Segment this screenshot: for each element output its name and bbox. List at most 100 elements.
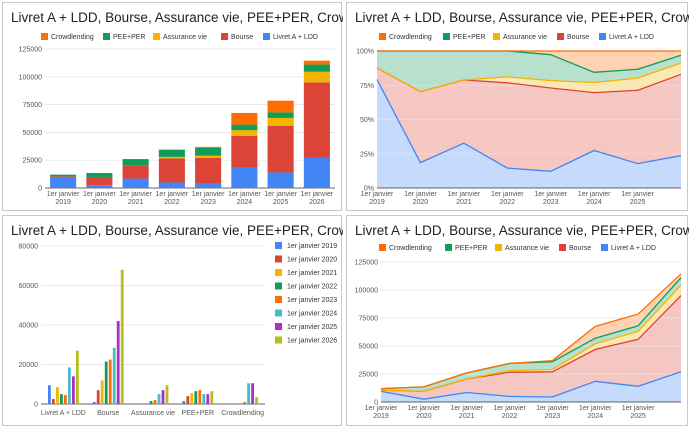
bar[interactable] bbox=[68, 367, 71, 404]
bar[interactable] bbox=[194, 391, 198, 404]
bar[interactable] bbox=[100, 380, 104, 404]
legend-entry[interactable]: Livret A + LDD bbox=[609, 34, 654, 41]
bar-segment[interactable] bbox=[195, 157, 222, 183]
bar[interactable] bbox=[116, 321, 120, 404]
bar-segment[interactable] bbox=[86, 185, 113, 188]
bar[interactable] bbox=[243, 402, 246, 404]
bar-segment[interactable] bbox=[195, 182, 222, 188]
series-line[interactable] bbox=[380, 284, 682, 393]
bar[interactable] bbox=[251, 383, 254, 404]
legend-entry[interactable]: 1er janvier 2020 bbox=[287, 257, 337, 264]
legend-entry[interactable]: 1er janvier 2025 bbox=[287, 324, 337, 331]
bar-segment[interactable] bbox=[303, 71, 330, 83]
legend-entry[interactable]: Assurance vie bbox=[505, 245, 549, 252]
legend-entry[interactable]: 1er janvier 2023 bbox=[287, 297, 337, 304]
bar[interactable] bbox=[72, 376, 75, 404]
bar[interactable] bbox=[202, 394, 206, 404]
series-line[interactable] bbox=[376, 79, 682, 172]
bar-segment[interactable] bbox=[122, 178, 149, 188]
bar[interactable] bbox=[190, 393, 194, 404]
legend-entry[interactable]: Crowdlending bbox=[389, 34, 432, 41]
bar[interactable] bbox=[198, 390, 202, 404]
bar-segment[interactable] bbox=[303, 64, 330, 72]
bar-segment[interactable] bbox=[50, 177, 77, 188]
series-line[interactable] bbox=[380, 371, 682, 400]
bar[interactable] bbox=[96, 390, 100, 404]
grouped-column-chart-panel[interactable]: Livret A + LDD, Bourse, Assurance vie, P… bbox=[2, 215, 343, 426]
bar-segment[interactable] bbox=[195, 147, 222, 156]
series-line[interactable] bbox=[380, 273, 682, 390]
bar[interactable] bbox=[206, 394, 210, 404]
legend-entry[interactable]: PEE+PER bbox=[113, 34, 146, 41]
stacked-column-chart-panel[interactable]: Livret A + LDD, Bourse, Assurance vie, P… bbox=[2, 2, 343, 211]
percent-area-chart-panel[interactable]: Livret A + LDD, Bourse, Assurance vie, P… bbox=[346, 2, 689, 211]
bar[interactable] bbox=[76, 350, 79, 404]
bar-segment[interactable] bbox=[231, 112, 258, 125]
bar-segment[interactable] bbox=[231, 135, 258, 168]
bar-segment[interactable] bbox=[267, 100, 294, 113]
bar-segment[interactable] bbox=[86, 177, 113, 186]
bar-segment[interactable] bbox=[267, 172, 294, 188]
percent-area-chart: Livret A + LDD, Bourse, Assurance vie, P… bbox=[355, 10, 689, 206]
bar[interactable] bbox=[161, 390, 165, 404]
bar[interactable] bbox=[92, 402, 96, 404]
bar[interactable] bbox=[247, 383, 250, 404]
bar-segment[interactable] bbox=[122, 165, 149, 179]
series-line[interactable] bbox=[376, 62, 682, 93]
bar-segment[interactable] bbox=[267, 125, 294, 173]
legend-entry[interactable]: 1er janvier 2026 bbox=[287, 338, 337, 345]
bar[interactable] bbox=[210, 391, 214, 404]
bar-segment[interactable] bbox=[303, 157, 330, 188]
bar-segment[interactable] bbox=[158, 158, 185, 183]
legend-entry[interactable]: 1er janvier 2022 bbox=[287, 284, 337, 291]
bar-segment[interactable] bbox=[122, 159, 149, 166]
bar-segment[interactable] bbox=[303, 82, 330, 158]
legend-entry[interactable]: Assurance vie bbox=[163, 34, 207, 41]
bar[interactable] bbox=[182, 401, 186, 404]
bar[interactable] bbox=[153, 400, 157, 404]
legend-entry[interactable]: Crowdlending bbox=[51, 34, 94, 41]
bar[interactable] bbox=[56, 387, 59, 404]
bar[interactable] bbox=[60, 394, 63, 404]
legend-entry[interactable]: PEE+PER bbox=[453, 34, 486, 41]
y-tick-label: 0% bbox=[364, 186, 374, 193]
legend-entry[interactable]: Assurance vie bbox=[503, 34, 547, 41]
bar-segment[interactable] bbox=[267, 117, 294, 126]
bar[interactable] bbox=[157, 394, 161, 404]
bar-segment[interactable] bbox=[231, 130, 258, 136]
bar-segment[interactable] bbox=[231, 167, 258, 188]
bar[interactable] bbox=[108, 359, 112, 404]
bar[interactable] bbox=[120, 269, 124, 404]
bar-segment[interactable] bbox=[50, 174, 77, 177]
bar[interactable] bbox=[165, 385, 169, 404]
bar-segment[interactable] bbox=[158, 156, 185, 159]
bar-segment[interactable] bbox=[195, 155, 222, 158]
bar-segment[interactable] bbox=[267, 112, 294, 118]
legend-entry[interactable]: 1er janvier 2021 bbox=[287, 270, 337, 277]
legend-entry[interactable]: Livret A + LDD bbox=[611, 245, 656, 252]
bar-segment[interactable] bbox=[158, 182, 185, 188]
legend-entry[interactable]: Bourse bbox=[231, 34, 253, 41]
bar[interactable] bbox=[104, 361, 108, 404]
bar[interactable] bbox=[112, 347, 116, 404]
bar[interactable] bbox=[48, 385, 51, 404]
bar[interactable] bbox=[186, 396, 190, 404]
legend-entry[interactable]: 1er janvier 2019 bbox=[287, 243, 337, 250]
stacked-area-chart-panel[interactable]: Livret A + LDD, Bourse, Assurance vie, P… bbox=[346, 215, 689, 426]
bar[interactable] bbox=[255, 397, 258, 404]
legend-entry[interactable]: Crowdlending bbox=[389, 245, 432, 252]
bar-segment[interactable] bbox=[158, 149, 185, 157]
bar-segment[interactable] bbox=[195, 146, 222, 148]
legend-entry[interactable]: Bourse bbox=[567, 34, 589, 41]
legend-entry[interactable]: Bourse bbox=[569, 245, 591, 252]
bar[interactable] bbox=[64, 395, 67, 404]
legend-entry[interactable]: PEE+PER bbox=[455, 245, 488, 252]
bar[interactable] bbox=[52, 399, 55, 404]
legend-entry[interactable]: 1er janvier 2024 bbox=[287, 311, 337, 318]
bar-segment[interactable] bbox=[303, 60, 330, 65]
bar-segment[interactable] bbox=[86, 172, 113, 178]
legend-entry[interactable]: Livret A + LDD bbox=[273, 34, 318, 41]
bar-segment[interactable] bbox=[231, 124, 258, 131]
bar[interactable] bbox=[149, 401, 153, 404]
bar-segment[interactable] bbox=[50, 176, 77, 178]
